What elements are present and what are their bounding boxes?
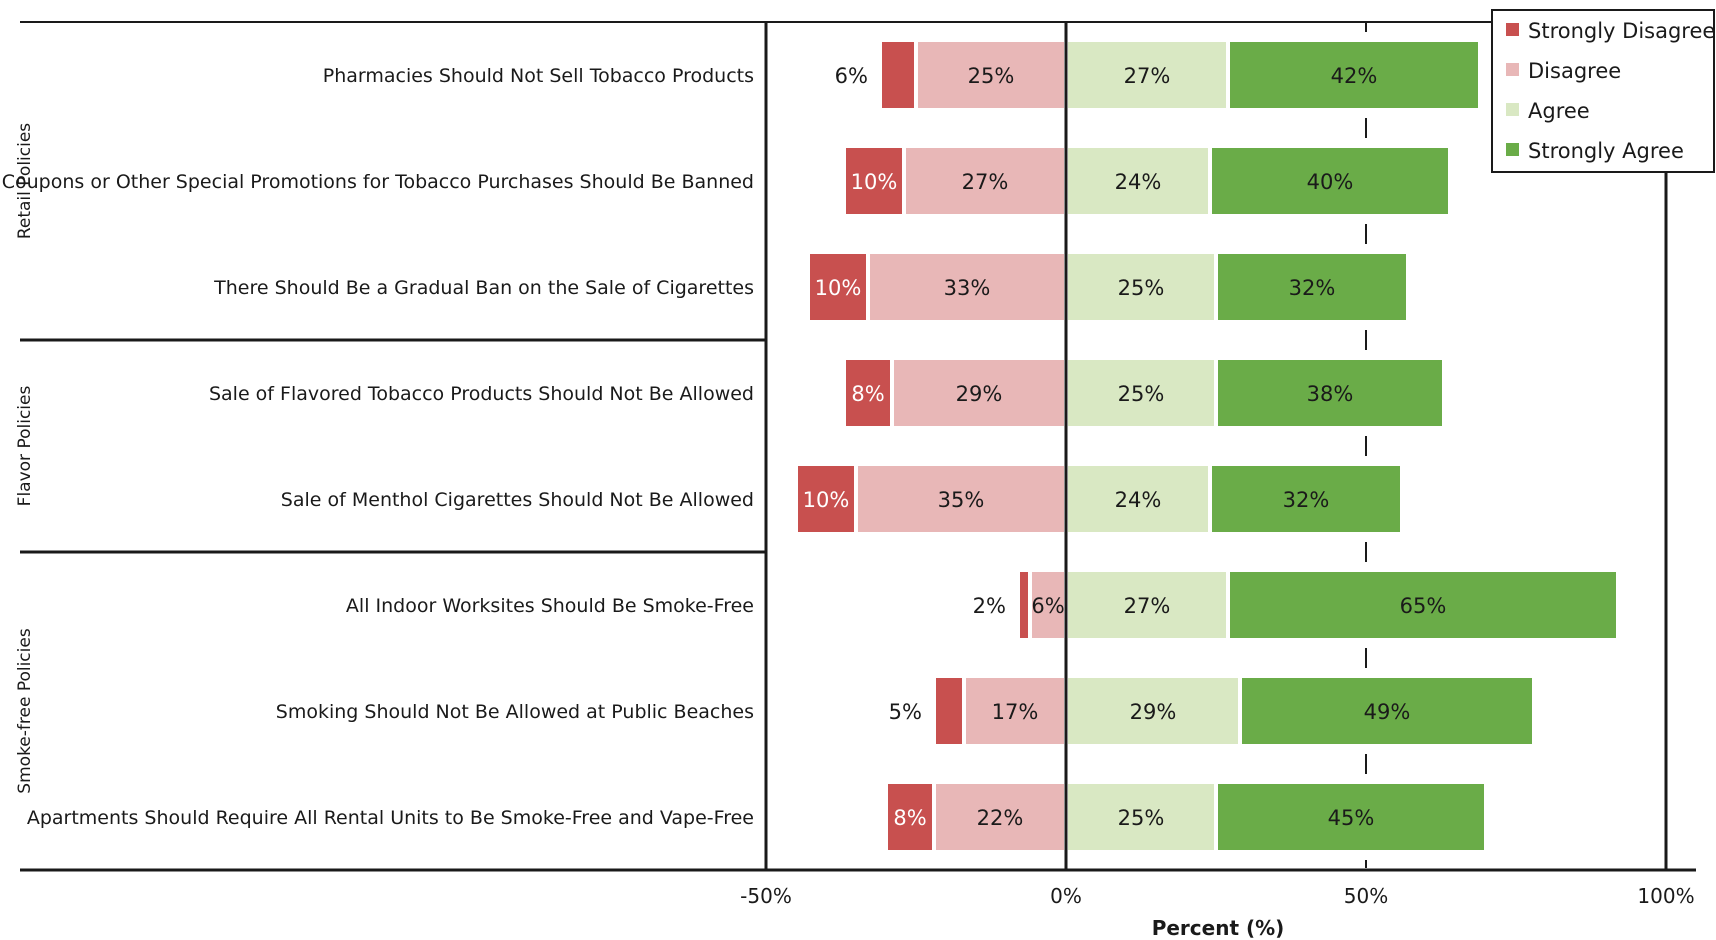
data-label-agree: 25% [1118,382,1165,406]
data-label-disagree: 25% [968,64,1015,88]
legend-swatch [1506,143,1519,156]
bar-agree [1068,360,1214,426]
bar-strongly-disagree [798,466,854,532]
bar-disagree [858,466,1064,532]
bar-agree [1068,42,1226,108]
data-label-disagree: 6% [1031,594,1064,618]
data-label-strongly-agree: 45% [1328,806,1375,830]
bar-disagree [936,784,1064,850]
legend-label: Agree [1528,99,1590,123]
legend-box [1491,9,1715,173]
bar-strongly-agree [1212,466,1400,532]
data-label-disagree: 35% [938,488,985,512]
data-label-strongly-disagree: 10% [815,276,862,300]
data-label-strongly-agree: 65% [1400,594,1447,618]
data-label-agree: 29% [1130,700,1177,724]
data-label-strongly-disagree: 8% [893,806,926,830]
group-label: Flavor Policies [15,386,35,507]
data-label-strongly-agree: 49% [1364,700,1411,724]
bar-agree [1068,466,1208,532]
data-label-strongly-agree: 42% [1331,64,1378,88]
bar-strongly-agree [1218,784,1484,850]
data-label-agree: 24% [1115,488,1162,512]
x-tick-label: 50% [1344,884,1388,908]
bars: 25% 6% 27% 42% 27% 10% 24% 40% 33% 10% 25% 32% 29% 8%… [798,42,1616,850]
bar-strongly-agree [1212,148,1448,214]
bar-strongly-agree [1242,678,1532,744]
legend-label: Disagree [1528,59,1621,83]
data-label-disagree: 29% [956,382,1003,406]
bar-disagree [870,254,1064,320]
bar-strongly-disagree [936,678,962,744]
category-label: Pharmacies Should Not Sell Tobacco Produ… [323,65,754,87]
legend-swatch [1506,63,1519,76]
bar-disagree [1032,572,1064,638]
category-label: Apartments Should Require All Rental Uni… [27,807,754,829]
bar-strongly-agree [1230,42,1478,108]
x-axis: -50% 0% 50% 100% [740,22,1695,908]
bar-agree [1068,784,1214,850]
legend-swatch [1506,103,1519,116]
legend-label: Strongly Agree [1528,139,1684,163]
data-label-strongly-disagree: 8% [851,382,884,406]
category-label: Sale of Menthol Cigarettes Should Not Be… [281,489,754,511]
data-label-disagree: 22% [977,806,1024,830]
x-axis-title: Percent (%) [1152,916,1285,940]
data-label-strongly-disagree: 10% [851,170,898,194]
legend-label: Strongly Disagree [1528,19,1715,43]
bar-agree [1068,148,1208,214]
bar-disagree [906,148,1064,214]
data-label-disagree: 17% [992,700,1039,724]
data-label-strongly-disagree: 5% [889,700,922,724]
category-label: Sale of Flavored Tobacco Products Should… [209,383,754,405]
data-label-strongly-disagree: 2% [973,594,1006,618]
x-tick-label: 0% [1050,884,1082,908]
data-label-strongly-agree: 40% [1307,170,1354,194]
category-label: Coupons or Other Special Promotions for … [2,171,754,193]
bar-strongly-disagree [810,254,866,320]
bar-strongly-agree [1218,360,1442,426]
data-label-agree: 24% [1115,170,1162,194]
bar-agree [1068,254,1214,320]
data-label-agree: 27% [1124,64,1171,88]
bar-disagree [894,360,1064,426]
data-label-agree: 25% [1118,806,1165,830]
data-label-strongly-agree: 32% [1283,488,1330,512]
data-label-strongly-agree: 38% [1307,382,1354,406]
bar-strongly-disagree [888,784,932,850]
bar-agree [1068,678,1238,744]
bar-agree [1068,572,1226,638]
bar-disagree [966,678,1064,744]
legend-swatch [1506,23,1519,36]
group-label: Smoke-free Policies [15,628,35,794]
data-label-agree: 27% [1124,594,1171,618]
bar-strongly-disagree [1020,572,1028,638]
category-labels: Pharmacies Should Not Sell Tobacco Produ… [2,65,754,829]
bar-strongly-disagree [846,148,902,214]
data-label-strongly-disagree: 6% [835,64,868,88]
bar-strongly-disagree [882,42,914,108]
bar-strongly-agree [1230,572,1616,638]
data-label-strongly-disagree: 10% [803,488,850,512]
bar-strongly-agree [1218,254,1406,320]
x-tick-label: 100% [1637,884,1694,908]
data-label-disagree: 33% [944,276,991,300]
bar-disagree [918,42,1064,108]
category-label: There Should Be a Gradual Ban on the Sal… [213,277,754,299]
category-label: Smoking Should Not Be Allowed at Public … [276,701,754,723]
category-label: All Indoor Worksites Should Be Smoke-Fre… [346,595,754,617]
group-label: Retail Policies [15,123,35,239]
legend: Strongly Disagree Disagree Agree Strongly A… [1491,9,1715,173]
data-label-agree: 25% [1118,276,1165,300]
data-label-strongly-agree: 32% [1289,276,1336,300]
group-labels: Retail Policies Flavor Policies Smoke-free… [15,123,35,794]
x-tick-label: -50% [740,884,792,908]
data-label-disagree: 27% [962,170,1009,194]
bar-strongly-disagree [846,360,890,426]
